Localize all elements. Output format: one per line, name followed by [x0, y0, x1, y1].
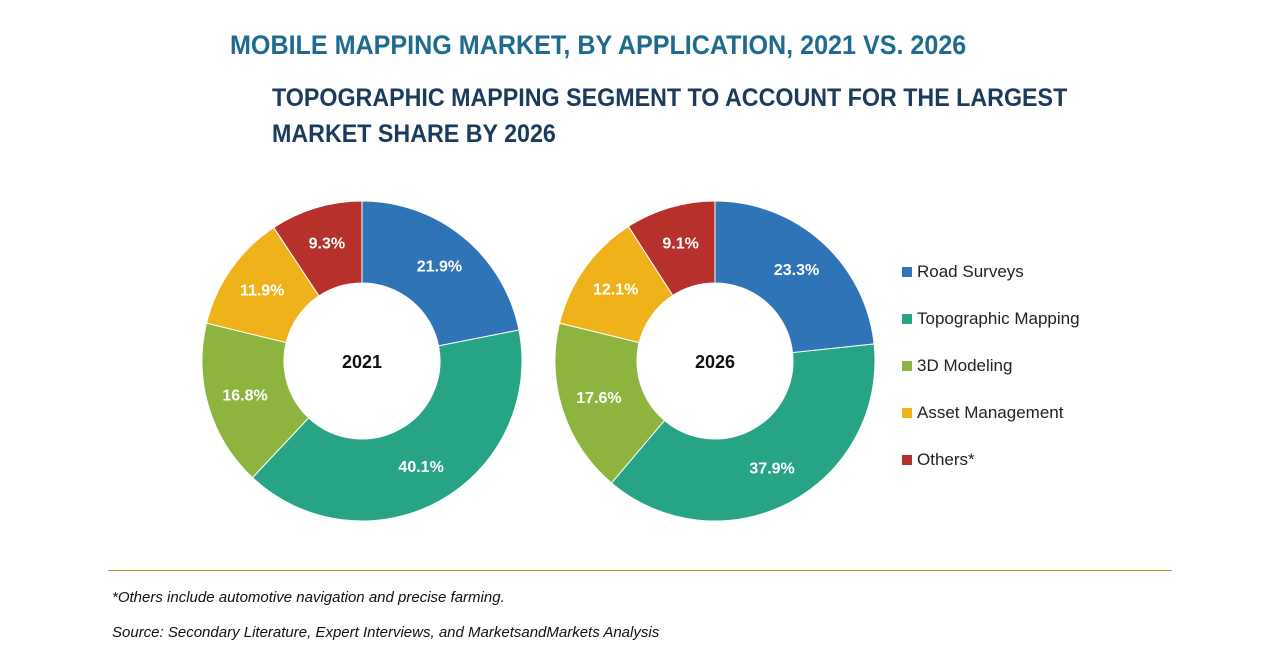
slice-2026-topographic-mapping [610, 343, 876, 522]
legend-label: Topographic Mapping [917, 308, 1080, 328]
slice-2021-others [273, 200, 363, 297]
chart-subtitle: TOPOGRAPHIC MAPPING SEGMENT TO ACCOUNT F… [272, 84, 1068, 148]
slice-2026-3d-modeling [554, 322, 666, 484]
footnote: *Others include automotive navigation an… [112, 589, 505, 606]
legend-item-3d-modeling: 3D Modeling [902, 342, 1080, 389]
data-label-2026-3d-modeling: 17.6% [576, 390, 621, 407]
data-label-2026-asset-management: 12.1% [593, 282, 638, 299]
chart-title: MOBILE MAPPING MARKET, BY APPLICATION, 2… [230, 30, 967, 60]
data-label-2021-topographic-mapping: 40.1% [398, 459, 443, 476]
data-label-2021-asset-management: 11.9% [240, 282, 284, 299]
data-label-2021-3d-modeling: 16.8% [222, 387, 267, 404]
legend-swatch [902, 454, 912, 465]
donut-center-label-2021: 2021 [342, 352, 382, 372]
data-label-2026-others: 9.1% [662, 235, 698, 252]
donut-center-label-2026: 2026 [695, 352, 735, 372]
slice-2026-road-surveys [714, 200, 875, 354]
slice-2021-3d-modeling [201, 322, 310, 479]
data-label-2021-road-surveys: 21.9% [417, 258, 462, 275]
legend-label: 3D Modeling [917, 355, 1013, 375]
legend-swatch [902, 360, 912, 371]
legend-label: Asset Management [917, 402, 1064, 422]
legend-swatch [902, 407, 912, 418]
legend-item-road-surveys: Road Surveys [902, 248, 1080, 295]
slice-2021-topographic-mapping [251, 329, 523, 522]
legend-label: Road Surveys [917, 261, 1024, 281]
legend-item-asset-management: Asset Management [902, 389, 1080, 436]
slice-2026-others [627, 200, 716, 297]
footer-divider [108, 570, 1172, 571]
slice-2021-road-surveys [361, 200, 520, 347]
legend-swatch [902, 313, 912, 324]
data-label-2026-topographic-mapping: 37.9% [749, 460, 794, 477]
legend-item-others: Others* [902, 436, 1080, 483]
donut-charts: 21.9% 40.1% 16.8% 11.9% 9.3% 2021 23.3% 37.9% 17… [201, 200, 876, 522]
legend-label: Others* [917, 449, 975, 469]
data-label-2021-others: 9.3% [309, 236, 345, 253]
legend-item-topographic-mapping: Topographic Mapping [902, 295, 1080, 342]
legend-swatch [902, 266, 912, 277]
data-label-2026-road-surveys: 23.3% [774, 262, 819, 279]
source-note: Source: Secondary Literature, Expert Int… [112, 624, 660, 641]
chart-legend: Road Surveys Topographic Mapping 3D Modeli… [902, 248, 1080, 483]
